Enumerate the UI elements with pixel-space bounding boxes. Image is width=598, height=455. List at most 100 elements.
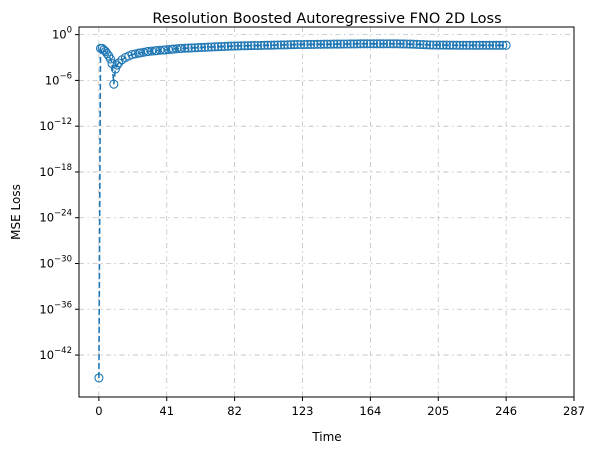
data-point <box>326 39 336 49</box>
data-point <box>422 40 432 50</box>
data-point <box>302 39 313 49</box>
data-point <box>488 40 498 50</box>
data-point <box>213 42 223 52</box>
x-tick-label: 246 <box>495 404 517 418</box>
y-axis: 100 10−6 10−12 10−18 10−24 10−30 10−36 10−42 <box>39 26 79 362</box>
data-point <box>319 39 329 49</box>
y-axis-label: MSE Loss <box>9 184 23 240</box>
data-point <box>253 40 263 51</box>
x-tick-label: 164 <box>359 404 381 418</box>
grid <box>79 27 575 397</box>
data-point <box>269 40 279 50</box>
data-point <box>342 39 352 49</box>
data-point <box>233 41 243 51</box>
data-point <box>196 42 207 52</box>
data-point <box>382 39 392 49</box>
data-point <box>109 79 119 89</box>
data-point <box>292 39 303 50</box>
x-tick-label: 287 <box>563 404 585 418</box>
y-tick-label: 10−24 <box>39 209 72 225</box>
data-point <box>263 40 273 50</box>
data-point <box>418 40 428 50</box>
data-point <box>339 39 349 49</box>
data-point <box>226 41 236 51</box>
data-point <box>203 42 213 52</box>
y-tick-label: 10−18 <box>39 163 72 179</box>
data-point <box>127 49 137 60</box>
x-tick-label: 123 <box>292 404 314 418</box>
x-axis-label: Time <box>311 430 341 444</box>
data-point <box>200 42 210 52</box>
data-point <box>481 40 491 50</box>
data-point <box>273 40 283 50</box>
data-point <box>445 40 455 50</box>
data-point <box>349 39 359 49</box>
data-point <box>243 41 253 51</box>
y-tick-label: 10−42 <box>39 346 72 362</box>
data-point <box>332 39 342 49</box>
data-point <box>216 41 226 52</box>
data-point <box>491 40 501 50</box>
data-point <box>289 40 299 50</box>
data-point <box>362 39 372 49</box>
data-point <box>329 39 339 49</box>
x-tick-label: 82 <box>227 404 242 418</box>
data-point <box>223 41 233 51</box>
data-point <box>259 40 269 50</box>
x-axis: 0 41 82 123 164 205 246 287 <box>95 397 585 418</box>
data-point <box>432 40 442 50</box>
data-point <box>408 39 418 49</box>
data-point <box>190 43 200 53</box>
data-point <box>299 39 309 50</box>
data-point <box>316 39 326 49</box>
data-point <box>385 39 395 49</box>
data-point <box>130 49 140 59</box>
data-point <box>379 39 389 49</box>
data-point <box>428 40 438 50</box>
data-point <box>461 40 471 50</box>
data-point <box>236 41 246 51</box>
data-point <box>465 40 475 50</box>
data-point <box>240 41 250 51</box>
data-point <box>296 39 306 50</box>
x-tick-label: 0 <box>95 404 102 418</box>
data-point <box>312 39 322 49</box>
data-point <box>412 39 422 49</box>
data-point <box>359 39 369 49</box>
data-point <box>193 43 203 53</box>
data-point <box>451 40 462 50</box>
data-point <box>230 41 240 51</box>
data-point <box>402 39 412 49</box>
data-point <box>177 43 187 53</box>
data-point <box>405 39 415 49</box>
data-point <box>448 40 458 50</box>
x-tick-label: 205 <box>427 404 449 418</box>
data-point <box>112 60 122 70</box>
data-point <box>336 39 346 49</box>
data-point <box>206 42 216 52</box>
data-point <box>375 39 385 49</box>
data-point <box>322 39 332 49</box>
data-point <box>355 39 365 49</box>
data-point <box>246 41 256 51</box>
data-point <box>220 41 230 51</box>
loss-series-line <box>98 42 507 378</box>
data-point <box>498 40 508 50</box>
data-point <box>455 40 465 50</box>
y-tick-label: 10−30 <box>39 254 72 270</box>
data-point <box>392 39 402 49</box>
data-point <box>485 40 495 50</box>
data-point <box>458 40 468 50</box>
x-tick-label: 41 <box>159 404 174 418</box>
data-point <box>286 40 296 50</box>
data-point <box>187 43 197 53</box>
data-point <box>471 40 481 50</box>
data-point <box>180 43 190 53</box>
data-point <box>365 39 375 49</box>
data-point <box>276 40 286 50</box>
data-point <box>279 40 289 50</box>
y-tick-label: 10−6 <box>45 71 72 87</box>
data-point <box>388 39 399 49</box>
data-point <box>395 39 405 49</box>
